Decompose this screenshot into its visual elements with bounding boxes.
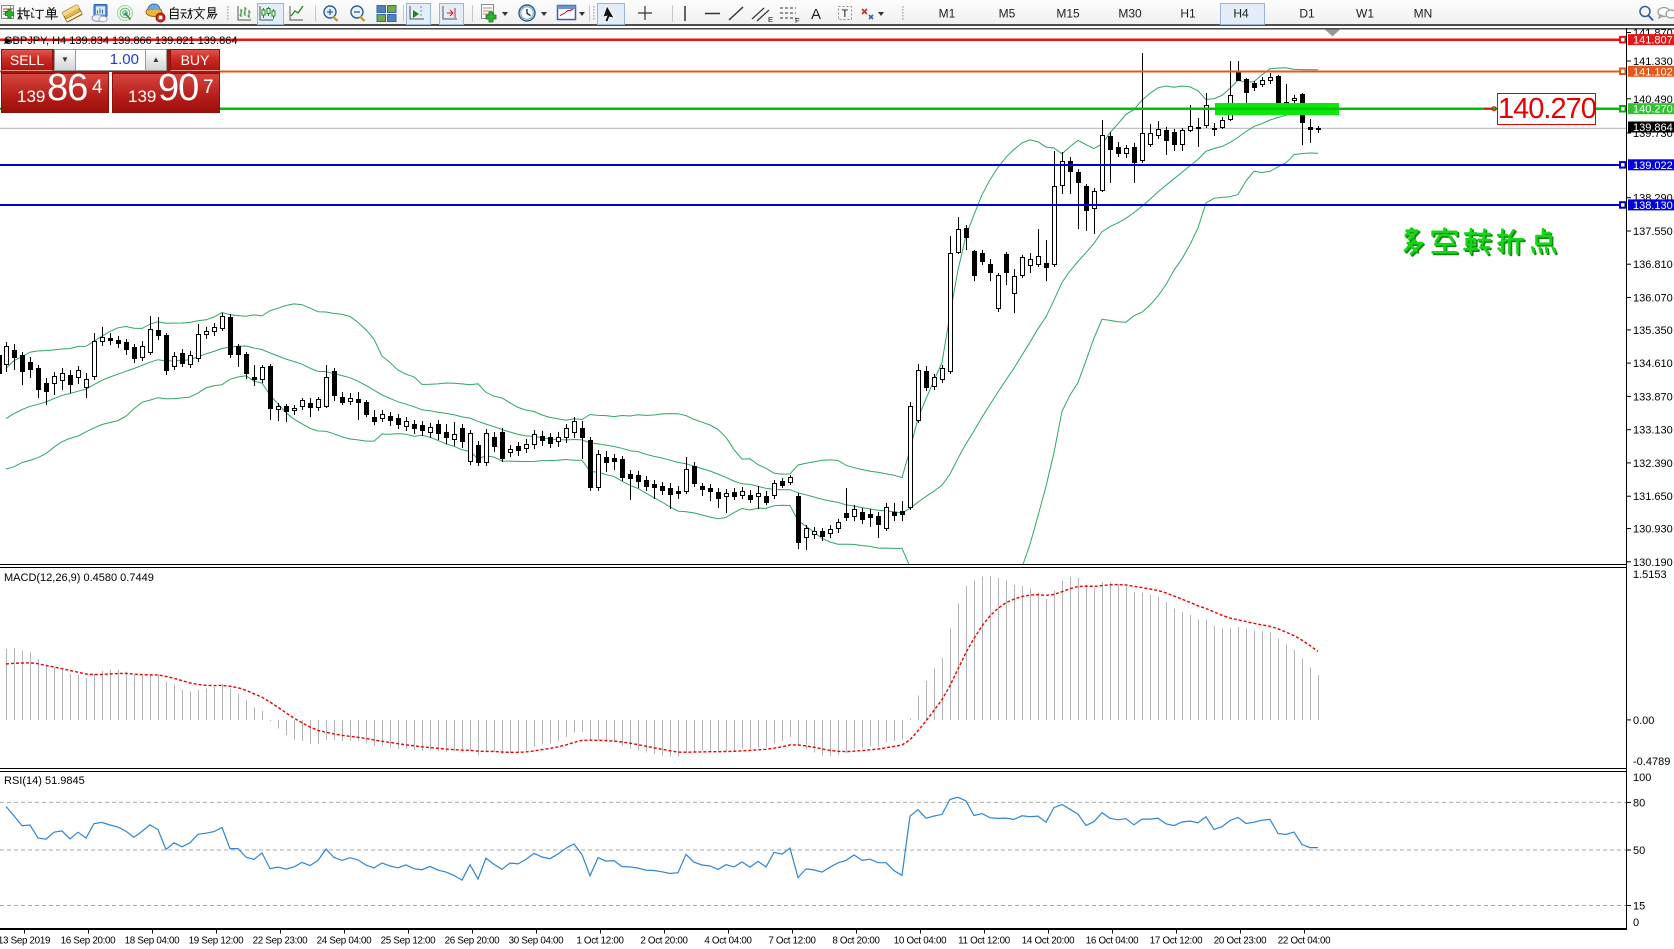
svg-text:1 Oct 12:00: 1 Oct 12:00 bbox=[576, 936, 624, 947]
svg-text:0: 0 bbox=[1633, 917, 1639, 929]
svg-text:16 Oct 04:00: 16 Oct 04:00 bbox=[1086, 936, 1139, 947]
svg-text:22 Sep 23:00: 22 Sep 23:00 bbox=[253, 936, 309, 947]
svg-text:26 Sep 20:00: 26 Sep 20:00 bbox=[445, 936, 501, 947]
svg-text:A: A bbox=[811, 6, 821, 23]
svg-text:0.00: 0.00 bbox=[1633, 715, 1654, 727]
svg-text:H1: H1 bbox=[1180, 7, 1196, 21]
svg-text:M30: M30 bbox=[1118, 7, 1142, 21]
svg-text:17 Oct 12:00: 17 Oct 12:00 bbox=[1150, 936, 1203, 947]
svg-text:F: F bbox=[795, 16, 800, 25]
svg-text:14 Oct 20:00: 14 Oct 20:00 bbox=[1022, 936, 1075, 947]
svg-text:20 Oct 23:00: 20 Oct 23:00 bbox=[1214, 936, 1267, 947]
svg-text:130.930: 130.930 bbox=[1633, 524, 1673, 536]
svg-text:RSI(14) 51.9845: RSI(14) 51.9845 bbox=[4, 775, 85, 787]
svg-text:E: E bbox=[768, 15, 773, 24]
svg-text:141.807: 141.807 bbox=[1633, 35, 1673, 47]
svg-text:130.190: 130.190 bbox=[1633, 557, 1673, 569]
svg-text:-0.4789: -0.4789 bbox=[1633, 756, 1670, 768]
svg-text:M5: M5 bbox=[999, 7, 1016, 21]
svg-text:137.550: 137.550 bbox=[1633, 226, 1673, 238]
svg-text:140.490: 140.490 bbox=[1633, 94, 1673, 106]
svg-text:MN: MN bbox=[1414, 7, 1433, 21]
svg-text:W1: W1 bbox=[1356, 7, 1374, 21]
svg-text:H4: H4 bbox=[1233, 7, 1249, 21]
svg-text:133.870: 133.870 bbox=[1633, 391, 1673, 403]
svg-text:10 Oct 04:00: 10 Oct 04:00 bbox=[894, 936, 947, 947]
svg-text:135.350: 135.350 bbox=[1633, 325, 1673, 337]
svg-text:24 Sep 04:00: 24 Sep 04:00 bbox=[317, 936, 373, 947]
svg-text:132.390: 132.390 bbox=[1633, 458, 1673, 470]
svg-text:139.022: 139.022 bbox=[1633, 160, 1673, 172]
svg-text:T: T bbox=[842, 8, 849, 20]
svg-text:139.864: 139.864 bbox=[1633, 122, 1673, 134]
svg-text:13 Sep 2019: 13 Sep 2019 bbox=[0, 936, 50, 947]
svg-text:MACD(12,26,9) 0.4580 0.7449: MACD(12,26,9) 0.4580 0.7449 bbox=[4, 572, 154, 584]
svg-text:11 Oct 12:00: 11 Oct 12:00 bbox=[958, 936, 1011, 947]
svg-text:4 Oct 04:00: 4 Oct 04:00 bbox=[704, 936, 752, 947]
svg-text:18 Sep 04:00: 18 Sep 04:00 bbox=[125, 936, 181, 947]
svg-text:133.130: 133.130 bbox=[1633, 425, 1673, 437]
svg-text:25 Sep 12:00: 25 Sep 12:00 bbox=[381, 936, 437, 947]
svg-text:100: 100 bbox=[1633, 772, 1651, 784]
svg-text:141.330: 141.330 bbox=[1633, 56, 1673, 68]
svg-text:1.5153: 1.5153 bbox=[1633, 569, 1667, 581]
svg-text:15: 15 bbox=[1633, 901, 1645, 913]
svg-text:136.810: 136.810 bbox=[1633, 259, 1673, 271]
svg-text:80: 80 bbox=[1633, 797, 1645, 809]
svg-text:22 Oct 04:00: 22 Oct 04:00 bbox=[1278, 936, 1331, 947]
svg-text:131.650: 131.650 bbox=[1633, 491, 1673, 503]
svg-text:30 Sep 04:00: 30 Sep 04:00 bbox=[509, 936, 565, 947]
svg-text:141.102: 141.102 bbox=[1633, 66, 1673, 78]
svg-text:140.270: 140.270 bbox=[1633, 104, 1673, 116]
svg-text:M1: M1 bbox=[939, 7, 956, 21]
svg-text:16 Sep 20:00: 16 Sep 20:00 bbox=[61, 936, 117, 947]
svg-text:D1: D1 bbox=[1299, 7, 1315, 21]
svg-text:GBPJPY, H4 139.834 139.866 13: GBPJPY, H4 139.834 139.866 139.821 139.8… bbox=[4, 35, 237, 47]
svg-text:2 Oct 20:00: 2 Oct 20:00 bbox=[640, 936, 688, 947]
svg-text:136.070: 136.070 bbox=[1633, 293, 1673, 305]
svg-text:8 Oct 20:00: 8 Oct 20:00 bbox=[832, 936, 880, 947]
svg-text:M15: M15 bbox=[1056, 7, 1080, 21]
svg-text:50: 50 bbox=[1633, 845, 1645, 857]
svg-text:138.130: 138.130 bbox=[1633, 200, 1673, 212]
svg-text:7 Oct 12:00: 7 Oct 12:00 bbox=[768, 936, 816, 947]
svg-text:134.610: 134.610 bbox=[1633, 358, 1673, 370]
svg-text:19 Sep 12:00: 19 Sep 12:00 bbox=[189, 936, 245, 947]
